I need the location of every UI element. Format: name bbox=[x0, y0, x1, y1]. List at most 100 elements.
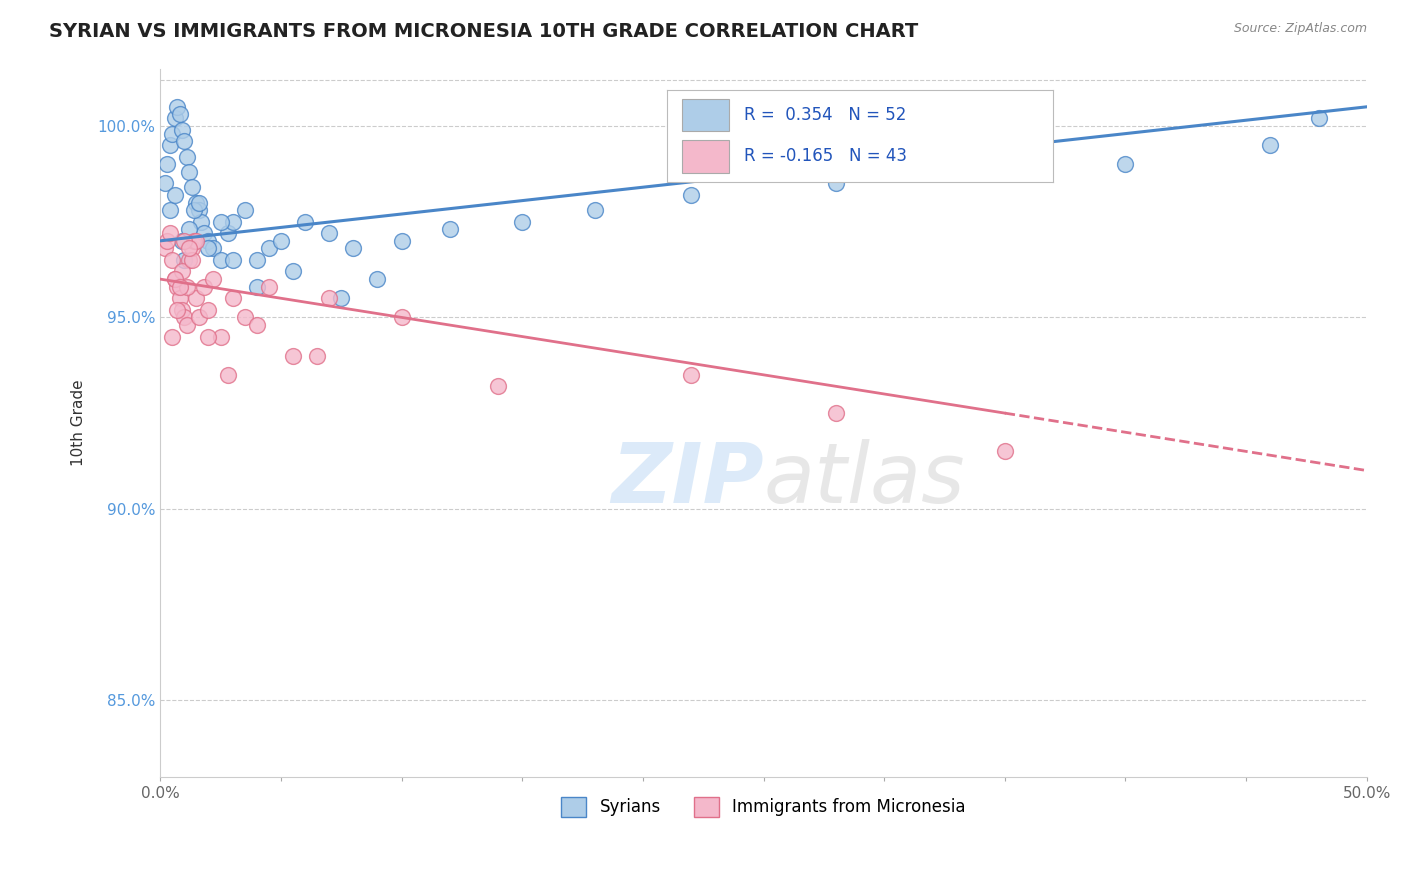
Point bbox=[825, 177, 848, 191]
Point bbox=[183, 203, 205, 218]
Point bbox=[366, 272, 388, 286]
Point bbox=[391, 234, 413, 248]
Point bbox=[159, 226, 181, 240]
Point bbox=[153, 242, 176, 256]
Point bbox=[197, 329, 219, 343]
Point bbox=[180, 242, 202, 256]
Point bbox=[294, 215, 316, 229]
Point bbox=[193, 226, 215, 240]
Point bbox=[162, 127, 184, 141]
Text: Source: ZipAtlas.com: Source: ZipAtlas.com bbox=[1233, 22, 1367, 36]
Point bbox=[180, 180, 202, 194]
Point bbox=[170, 302, 193, 317]
Point bbox=[1114, 157, 1136, 171]
Point bbox=[179, 222, 201, 236]
Point bbox=[1308, 112, 1330, 126]
Point bbox=[221, 252, 243, 267]
Text: ZIP: ZIP bbox=[610, 439, 763, 520]
Point bbox=[439, 222, 461, 236]
Point bbox=[176, 150, 198, 164]
Point bbox=[391, 310, 413, 325]
Point bbox=[246, 279, 269, 293]
Point bbox=[156, 157, 179, 171]
Point bbox=[583, 203, 606, 218]
Point bbox=[173, 234, 195, 248]
Point bbox=[257, 279, 280, 293]
Point bbox=[257, 242, 280, 256]
Point bbox=[183, 234, 205, 248]
Point bbox=[162, 329, 184, 343]
Point bbox=[825, 406, 848, 420]
Point bbox=[217, 368, 239, 382]
Point bbox=[190, 215, 212, 229]
Point bbox=[281, 349, 304, 363]
Point bbox=[163, 187, 186, 202]
Point bbox=[246, 252, 269, 267]
Point bbox=[342, 242, 364, 256]
Point bbox=[166, 100, 188, 114]
Point bbox=[186, 234, 208, 248]
Point bbox=[209, 215, 232, 229]
Point bbox=[163, 112, 186, 126]
Point bbox=[166, 279, 188, 293]
Point bbox=[681, 187, 703, 202]
Point bbox=[510, 215, 533, 229]
Point bbox=[163, 272, 186, 286]
Point bbox=[233, 203, 256, 218]
Text: SYRIAN VS IMMIGRANTS FROM MICRONESIA 10TH GRADE CORRELATION CHART: SYRIAN VS IMMIGRANTS FROM MICRONESIA 10T… bbox=[49, 22, 918, 41]
Point bbox=[1258, 138, 1281, 153]
Point bbox=[179, 252, 201, 267]
Point bbox=[246, 318, 269, 332]
Point bbox=[186, 291, 208, 305]
Point bbox=[233, 310, 256, 325]
Point bbox=[173, 310, 195, 325]
Point bbox=[187, 310, 209, 325]
Point bbox=[221, 215, 243, 229]
Point bbox=[281, 264, 304, 278]
Legend: Syrians, Immigrants from Micronesia: Syrians, Immigrants from Micronesia bbox=[553, 789, 974, 825]
Point bbox=[307, 349, 329, 363]
Point bbox=[486, 379, 509, 393]
Point bbox=[197, 234, 219, 248]
Point bbox=[197, 302, 219, 317]
Point bbox=[176, 318, 198, 332]
Point bbox=[169, 279, 191, 293]
Text: atlas: atlas bbox=[763, 439, 965, 520]
Point bbox=[202, 242, 225, 256]
Point bbox=[173, 134, 195, 148]
Point bbox=[159, 203, 181, 218]
Point bbox=[330, 291, 353, 305]
Point bbox=[169, 107, 191, 121]
Point bbox=[169, 291, 191, 305]
Point bbox=[209, 329, 232, 343]
Point bbox=[180, 252, 202, 267]
Point bbox=[170, 234, 193, 248]
Point bbox=[162, 252, 184, 267]
Point bbox=[179, 242, 201, 256]
Point bbox=[179, 165, 201, 179]
Point bbox=[187, 195, 209, 210]
Point bbox=[156, 234, 179, 248]
Point bbox=[197, 242, 219, 256]
Point bbox=[173, 252, 195, 267]
Point bbox=[209, 252, 232, 267]
Point bbox=[163, 272, 186, 286]
Point bbox=[170, 122, 193, 136]
Point bbox=[193, 279, 215, 293]
Point bbox=[170, 264, 193, 278]
Y-axis label: 10th Grade: 10th Grade bbox=[72, 379, 86, 466]
Point bbox=[318, 226, 340, 240]
Point bbox=[186, 195, 208, 210]
Point bbox=[318, 291, 340, 305]
Point bbox=[221, 291, 243, 305]
Point bbox=[270, 234, 292, 248]
Point bbox=[994, 444, 1017, 458]
Point bbox=[202, 272, 225, 286]
Point bbox=[166, 302, 188, 317]
Point bbox=[217, 226, 239, 240]
Point bbox=[187, 203, 209, 218]
Point bbox=[159, 138, 181, 153]
Point bbox=[681, 368, 703, 382]
Point bbox=[176, 279, 198, 293]
Point bbox=[153, 177, 176, 191]
